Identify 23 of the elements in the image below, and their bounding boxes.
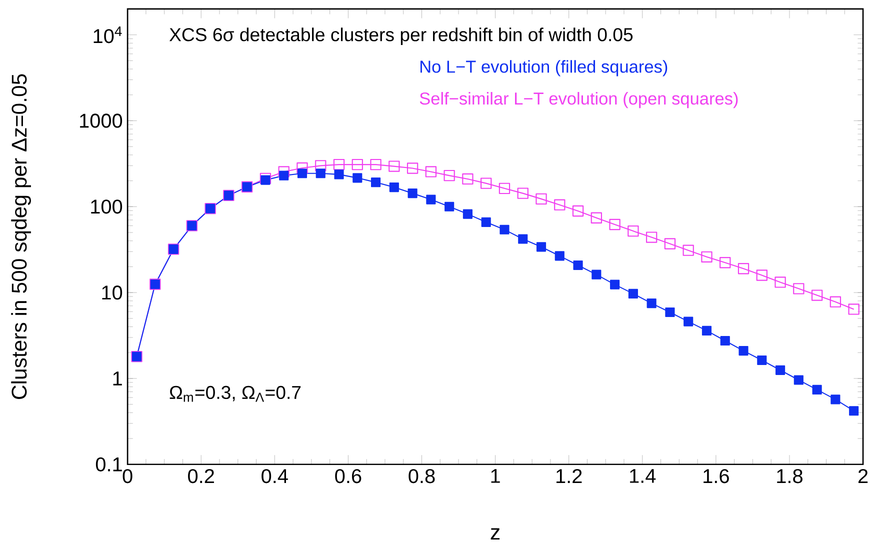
y-tick-label: 1 bbox=[113, 372, 122, 386]
y-tick-label: 0.1 bbox=[96, 457, 122, 472]
x-tick-label: 1.8 bbox=[777, 469, 802, 484]
x-tick-label: 0 bbox=[122, 469, 132, 484]
y-tick-label: 10 bbox=[102, 286, 122, 300]
x-tick-label: 1 bbox=[491, 469, 500, 483]
y-tick-label: 10$^{4}$ bbox=[94, 26, 122, 44]
annotation: XCS 6σ detectable clusters per redshift bin of width 0.05 bbox=[169, 28, 633, 45]
x-tick-label: 0.2 bbox=[188, 469, 214, 484]
y-tick-label: 100 bbox=[91, 200, 122, 214]
text: No L−T evolution (filled squares) bbox=[420, 60, 668, 76]
x-tick-label: 1.6 bbox=[704, 469, 729, 484]
x-tick-label: 2 bbox=[858, 469, 868, 484]
x-tick-label: 1.4 bbox=[630, 469, 656, 483]
y-tick-label: 1000 bbox=[80, 114, 122, 128]
x-tick-label: 0.6 bbox=[335, 469, 362, 484]
text: Self−similar L−T evolution (open squares) bbox=[420, 92, 738, 108]
x-tick-label: 0.8 bbox=[408, 469, 435, 484]
x-tick-label: 0.4 bbox=[262, 469, 288, 484]
annotation: Ω$_{m}$=0.3, Ω$_{Λ}$=0.7 bbox=[170, 386, 301, 402]
x-tick-label: 1.2 bbox=[556, 469, 582, 484]
x-axis-title: z bbox=[490, 528, 500, 540]
y-axis-title: Clusters in 500 sqdeg per Δz=0.05 bbox=[11, 74, 31, 400]
